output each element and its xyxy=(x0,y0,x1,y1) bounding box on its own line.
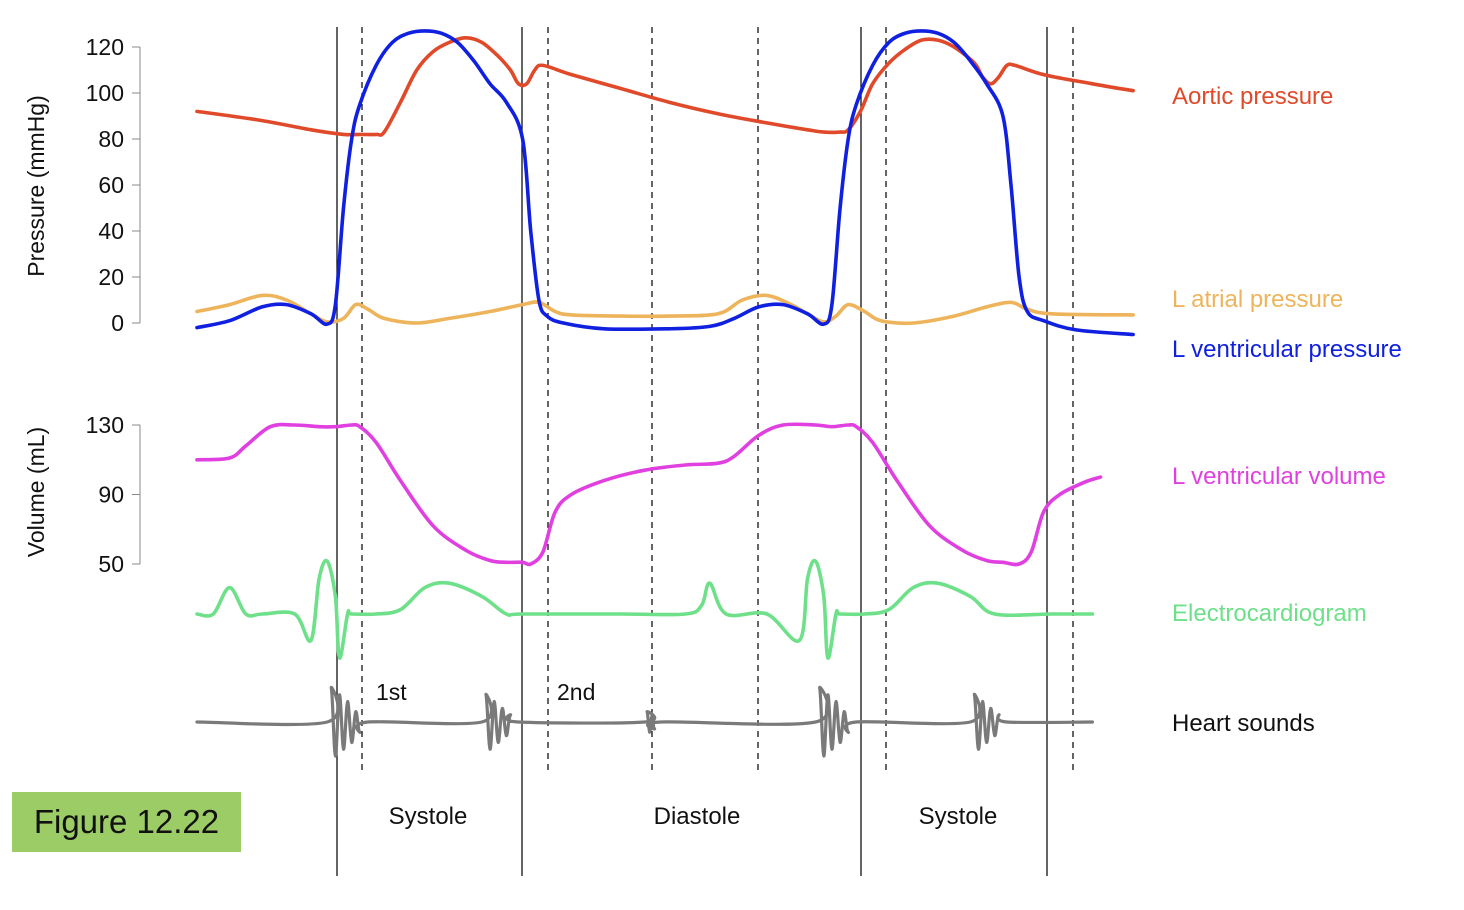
pressure-axis-label: Pressure (mmHg) xyxy=(23,95,49,276)
figure-badge-label: Figure 12.22 xyxy=(33,803,220,840)
heart-sounds-label: Heart sounds xyxy=(1172,710,1315,737)
phase-label-diastole: Diastole xyxy=(654,803,741,830)
axes: Pressure (mmHg) Volume (mL) xyxy=(23,47,141,564)
pressure-tick-label: 60 xyxy=(98,172,124,198)
annotations: Systole Diastole Systole 1st 2nd xyxy=(376,679,997,830)
series-labels: Aortic pressure L atrial pressure L ventri… xyxy=(1172,83,1402,737)
pressure-tick-label: 0 xyxy=(111,310,124,336)
figure-badge: Figure 12.22 xyxy=(12,792,241,852)
l-atrial-pressure-label: L atrial pressure xyxy=(1172,286,1343,313)
heart-sounds-line xyxy=(195,685,1094,758)
pressure-tick-label: 80 xyxy=(98,126,124,152)
volume-axis-label: Volume (mL) xyxy=(23,427,49,557)
volume-tick-label: 90 xyxy=(98,482,124,508)
l-atrial-pressure-line xyxy=(195,293,1135,326)
l-ventricular-pressure-line xyxy=(195,29,1135,337)
phase-label-systole-2: Systole xyxy=(919,803,998,830)
tick-labels: 0 20 40 60 80 100 120 50 90 130 xyxy=(86,34,140,577)
volume-tick-label: 130 xyxy=(86,412,124,438)
phase-markers xyxy=(336,27,1074,876)
electrocardiogram-line xyxy=(195,558,1095,660)
series xyxy=(195,29,1135,758)
pressure-tick-label: 40 xyxy=(98,218,124,244)
second-heart-sound-label: 2nd xyxy=(557,679,595,705)
pressure-tick-label: 120 xyxy=(86,34,124,60)
l-ventricular-pressure-label: L ventricular pressure xyxy=(1172,336,1402,363)
l-ventricular-volume-label: L ventricular volume xyxy=(1172,463,1386,490)
volume-tick-label: 50 xyxy=(98,551,124,577)
pressure-tick-label: 20 xyxy=(98,264,124,290)
l-ventricular-volume-line xyxy=(195,422,1103,567)
aortic-pressure-label: Aortic pressure xyxy=(1172,83,1333,110)
first-heart-sound-label: 1st xyxy=(376,679,407,705)
phase-label-systole-1: Systole xyxy=(389,803,468,830)
electrocardiogram-label: Electrocardiogram xyxy=(1172,600,1367,627)
pressure-tick-label: 100 xyxy=(86,80,124,106)
